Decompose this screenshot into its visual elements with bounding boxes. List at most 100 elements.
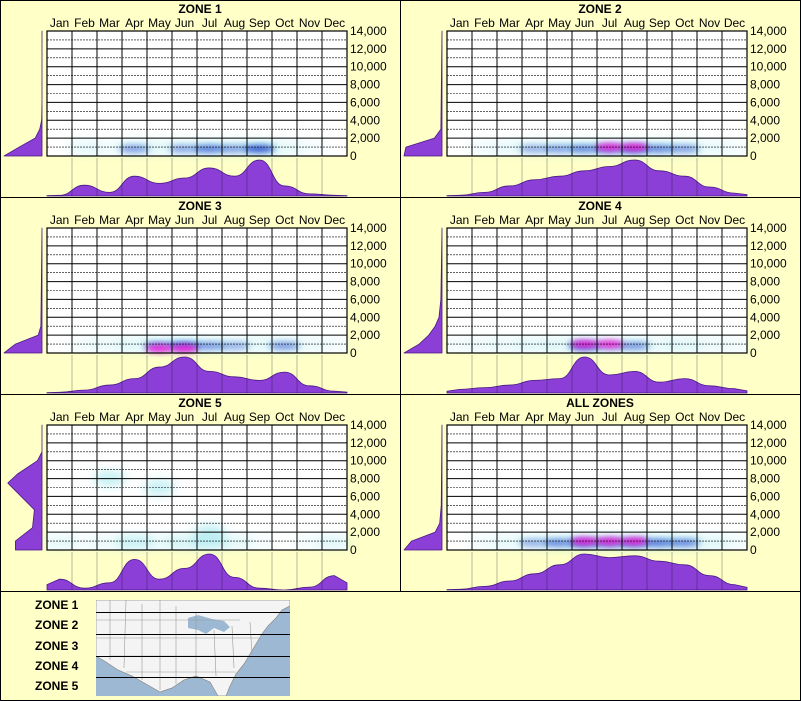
heat-layer [65,337,354,353]
elevation-profile-area [403,30,443,157]
month-tick-label: Jun [575,16,594,30]
month-tick-label: Mar [99,16,120,30]
month-tick-label: Dec [324,213,345,227]
elevation-tick-label: 12,000 [350,42,387,56]
month-tick-label: Jan [50,213,69,227]
month-tick-label: Aug [224,410,245,424]
elevation-tick-label: 6,000 [750,95,780,109]
elevation-tick-label: 12,000 [750,42,787,56]
month-tick-label: Sep [649,410,671,424]
chart-panel: ZONE 2 Jan Feb Mar Apr May Jun Jul Aug Sep Oct Nov D… [403,2,787,197]
month-tick-label: May [548,16,571,30]
us-zone-map [96,600,290,696]
elevation-profile-area [403,227,443,354]
elevation-tick-label: 2,000 [350,525,380,539]
elevation-tick-label: 14,000 [750,221,787,235]
elevation-tick-label: 8,000 [750,472,780,486]
elevation-tick-label: 10,000 [750,454,787,468]
month-tick-label: Sep [249,16,271,30]
heat-cell [290,140,329,155]
profile-month-lines [471,355,723,393]
month-tick-label: Jun [575,410,594,424]
month-tick-label: May [148,16,171,30]
elevation-tick-label: 12,000 [350,239,387,253]
elevation-tick-label: 8,000 [350,275,380,289]
zone-legend: ZONE 1 ZONE 2 ZONE 3 ZONE 4 ZONE 5 [35,598,79,693]
month-tick-label: Nov [699,410,720,424]
elevation-tick-label: 8,000 [750,275,780,289]
elevation-tick-label: 8,000 [350,472,380,486]
elevation-tick-label: 8,000 [350,78,380,92]
month-tick-label: Dec [724,410,745,424]
month-tick-label: Jan [450,410,469,424]
month-tick-label: Dec [724,213,745,227]
chart-panels: ZONE 1 Jan Feb Mar Apr May Jun Jul Aug Sep Oct Nov D… [3,2,787,591]
chart-panel: ZONE 1 Jan Feb Mar Apr May Jun Jul Aug Sep Oct Nov D… [3,2,387,197]
month-tick-label: Oct [275,213,294,227]
month-tick-label: Jul [202,410,217,424]
month-tick-label: May [548,213,571,227]
elevation-tick-label: 0 [750,149,757,163]
elevation-tick-label: 0 [350,543,357,557]
elevation-tick-label: 6,000 [350,489,380,503]
month-tick-label: Sep [249,410,271,424]
heat-layer [465,534,754,549]
elevation-profile-area [7,424,43,551]
month-tick-label: Nov [699,213,720,227]
month-tick-label: Feb [74,410,95,424]
heat-cell [315,337,354,352]
elevation-tick-label: 2,000 [750,328,780,342]
month-tick-label: Aug [624,16,645,30]
legend-zone-2: ZONE 2 [35,618,79,632]
profile-month-lines [71,552,323,590]
month-tick-label: Nov [299,213,320,227]
heat-layer [465,140,754,155]
heat-cell [715,534,754,549]
month-tick-label: Aug [624,213,645,227]
elevation-tick-label: 10,000 [350,454,387,468]
zone-boundary-lines [96,612,290,678]
elevation-tick-label: 14,000 [750,24,787,38]
elevation-tick-label: 12,000 [350,436,387,450]
month-tick-label: Nov [299,16,320,30]
month-tick-label: Jul [202,16,217,30]
month-tick-label: Jun [175,213,194,227]
month-tick-label: Jan [450,16,469,30]
month-tick-label: Oct [275,410,294,424]
month-tick-label: Apr [125,16,144,30]
profile-month-lines [471,552,723,590]
month-tick-label: Aug [624,410,645,424]
month-tick-label: Mar [499,410,520,424]
heat-hotspot [145,344,174,353]
month-tick-label: Sep [649,16,671,30]
month-tick-label: Dec [724,16,745,30]
month-tick-label: Jun [175,410,194,424]
legend-zone-4: ZONE 4 [35,659,79,673]
elevation-tick-label: 10,000 [750,60,787,74]
month-tick-label: May [148,410,171,424]
month-tick-label: Oct [675,410,694,424]
elevation-tick-label: 2,000 [750,525,780,539]
month-tick-label: Nov [299,410,320,424]
elevation-tick-label: 4,000 [750,507,780,521]
grid-lines [446,30,748,157]
month-tick-label: Mar [499,16,520,30]
chart-panel: ZONE 5 Jan Feb Mar Apr May Jun Jul Aug Sep Oct Nov D… [7,396,387,591]
grid-lines [46,30,348,157]
heat-cell [715,140,754,155]
month-tick-label: Apr [125,410,144,424]
month-tick-label: Feb [474,16,495,30]
elevation-tick-label: 6,000 [350,95,380,109]
chart-panel: ZONE 3 Jan Feb Mar Apr May Jun Jul Aug Sep Oct Nov D… [3,199,387,394]
profile-month-lines [71,355,323,393]
elevation-tick-label: 10,000 [350,257,387,271]
month-tick-label: Feb [74,213,95,227]
month-tick-label: Mar [499,213,520,227]
month-tick-label: Nov [699,16,720,30]
elevation-tick-label: 8,000 [750,78,780,92]
chart-title: ZONE 5 [178,396,222,410]
chart-title: ZONE 2 [578,2,622,16]
month-tick-label: Jan [50,16,69,30]
month-tick-label: Jan [50,410,69,424]
elevation-tick-label: 4,000 [750,113,780,127]
